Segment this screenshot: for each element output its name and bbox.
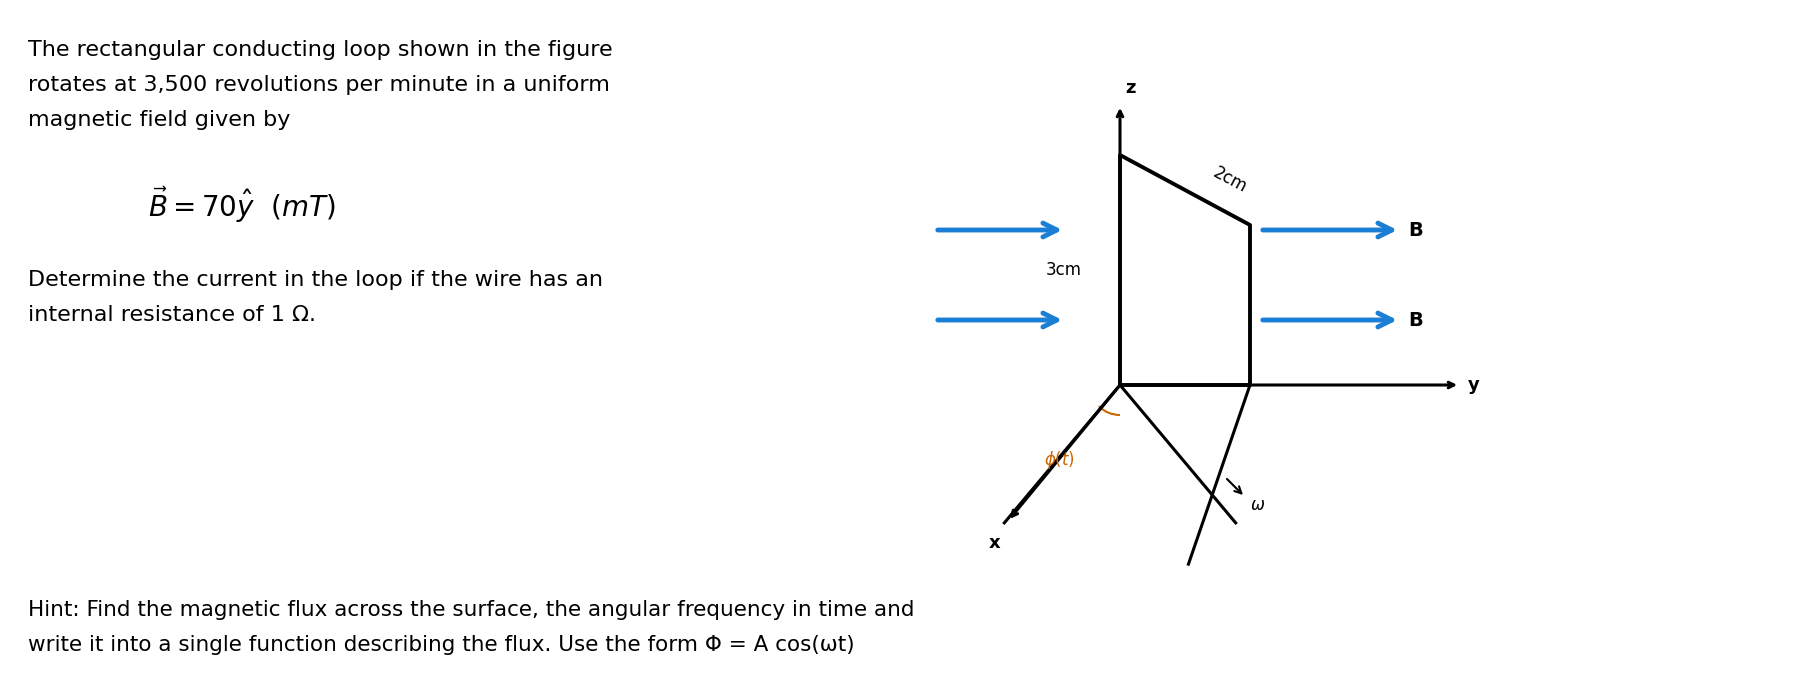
Text: Determine the current in the loop if the wire has an: Determine the current in the loop if the…	[29, 270, 603, 290]
Text: internal resistance of 1 Ω.: internal resistance of 1 Ω.	[29, 305, 315, 325]
Text: y: y	[1468, 376, 1480, 394]
Text: rotates at 3,500 revolutions per minute in a uniform: rotates at 3,500 revolutions per minute …	[29, 75, 611, 95]
Text: write it into a single function describing the flux. Use the form Φ = A cos(ωt): write it into a single function describi…	[29, 635, 855, 655]
Text: x: x	[989, 534, 1000, 552]
Text: z: z	[1126, 79, 1135, 97]
Text: $\omega$: $\omega$	[1250, 497, 1264, 514]
Text: $\phi(t)$: $\phi(t)$	[1045, 449, 1075, 471]
Text: Hint: Find the magnetic flux across the surface, the angular frequency in time a: Hint: Find the magnetic flux across the …	[29, 600, 915, 620]
Text: $\vec{B} = 70\hat{y}$  $(mT)$: $\vec{B} = 70\hat{y}$ $(mT)$	[148, 185, 335, 225]
Text: The rectangular conducting loop shown in the figure: The rectangular conducting loop shown in…	[29, 40, 612, 60]
Text: B: B	[1408, 310, 1423, 329]
Text: magnetic field given by: magnetic field given by	[29, 110, 290, 130]
Text: 2cm: 2cm	[1210, 163, 1250, 196]
Text: B: B	[1408, 221, 1423, 240]
Text: 3cm: 3cm	[1046, 261, 1082, 279]
